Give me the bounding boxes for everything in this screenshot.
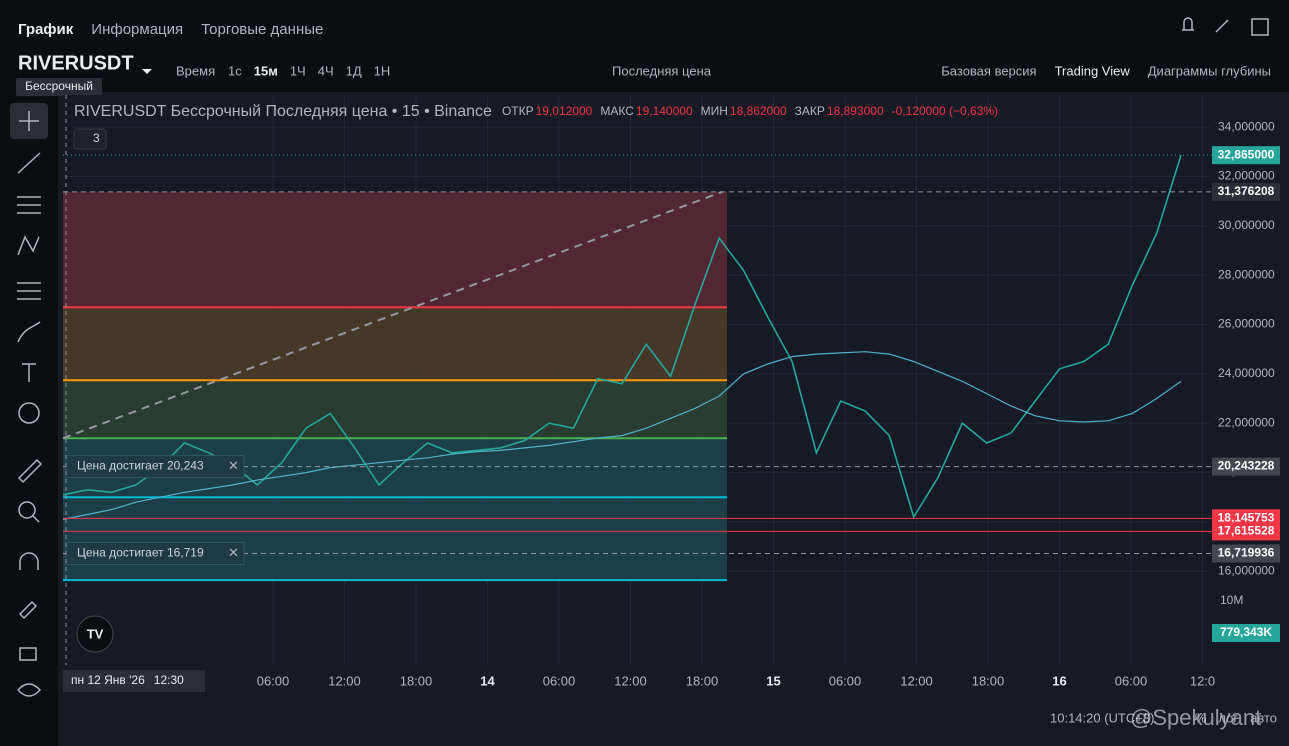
alert-close[interactable]: ✕ <box>228 545 239 560</box>
interval[interactable]: 1Н <box>374 63 391 78</box>
ohlc-value: 18,862000 <box>730 104 787 118</box>
ohlc-name: ОТКР <box>502 104 534 118</box>
tool-icons <box>17 111 43 697</box>
interval[interactable]: 15м <box>254 63 278 78</box>
crosshair-date: пн 12 Янв '26 <box>71 673 145 687</box>
price-type[interactable]: Последняя цена <box>612 63 712 78</box>
y-tick-label: 24,000000 <box>1218 366 1275 380</box>
zone <box>63 307 727 381</box>
interval[interactable]: 1Ч <box>290 63 306 78</box>
x-tick-label: 12:00 <box>614 673 647 688</box>
ohlc-value: 18,893000 <box>827 104 884 118</box>
y-tick-label: 26,000000 <box>1218 317 1275 331</box>
crosshair-date-box <box>63 670 205 692</box>
x-tick-label: 06:00 <box>1115 673 1148 688</box>
zone <box>63 380 727 439</box>
x-tick-label: 18:00 <box>972 673 1005 688</box>
scale-option[interactable]: % <box>1195 710 1207 725</box>
price-label: 16,719936 <box>1218 546 1275 560</box>
x-tick-label: 16 <box>1052 673 1066 688</box>
view-tab[interactable]: Trading View <box>1055 63 1131 78</box>
view-tab[interactable]: Диаграммы глубины <box>1148 63 1271 78</box>
ohlc-name: ЗАКР <box>795 104 825 118</box>
watermark: @Spekulyant <box>1130 705 1261 730</box>
y-tick-label: 22,000000 <box>1218 415 1275 429</box>
tv-logo-text: TV <box>87 626 104 641</box>
symbol-tooltip: Бессрочный <box>25 79 93 93</box>
x-tick-label: 06:00 <box>257 673 290 688</box>
tab[interactable]: Торговые данные <box>201 21 323 38</box>
y-tick-label: 28,000000 <box>1218 267 1275 281</box>
interval[interactable]: 1Д <box>346 63 362 78</box>
window-icons <box>1182 17 1269 36</box>
change: -0,120000 (−0,63%) <box>892 104 998 118</box>
x-tick-label: 14 <box>480 673 495 688</box>
interval[interactable]: 1с <box>228 63 242 78</box>
volume-last: 779,343K <box>1220 625 1272 639</box>
alert-close[interactable]: ✕ <box>228 458 239 473</box>
chart-title: RIVERUSDT Бессрочный Последняя цена • 15… <box>74 103 492 120</box>
price-label: 18,145753 <box>1218 510 1275 524</box>
price-label-box <box>1212 182 1280 201</box>
price-label-box <box>1212 544 1280 563</box>
interval[interactable]: 4Ч <box>318 63 334 78</box>
x-tick-label: 12:0 <box>1190 673 1215 688</box>
x-tick-label: 06:00 <box>829 673 862 688</box>
ohlc-value: 19,140000 <box>636 104 693 118</box>
tab[interactable]: Информация <box>91 21 183 38</box>
alert-label: Цена достигает 20,243 <box>77 459 204 473</box>
price-label: 17,615528 <box>1218 524 1275 538</box>
x-tick-label: 18:00 <box>400 673 433 688</box>
price-line <box>62 154 1182 519</box>
zone <box>63 191 727 308</box>
top-bar <box>0 0 1289 92</box>
price-label: 32,865000 <box>1218 147 1275 161</box>
y-tick-label: 16,000000 <box>1218 563 1275 577</box>
volume-label-box <box>1212 624 1280 642</box>
price-label-box <box>1212 522 1280 541</box>
y-tick-label: 30,000000 <box>1218 218 1275 232</box>
trend-line <box>62 190 723 440</box>
y-tick-label: 34,000000 <box>1218 119 1275 133</box>
x-tick-label: 06:00 <box>543 673 576 688</box>
ohlc-value: 19,012000 <box>536 104 593 118</box>
indicator-toggle[interactable] <box>73 128 107 150</box>
tv-logo[interactable] <box>76 615 114 653</box>
x-tick-label: 18:00 <box>686 673 719 688</box>
clock: 10:14:20 (UTC+3) <box>1050 710 1154 725</box>
scale-option[interactable]: лог <box>1218 710 1238 725</box>
price-label: 31,376208 <box>1218 184 1275 198</box>
left-toolbar <box>0 92 58 746</box>
alert-label: Цена достигает 16,719 <box>77 546 204 560</box>
ohlc-name: МАКС <box>600 104 634 118</box>
tab[interactable]: График <box>18 21 74 38</box>
view-tab[interactable]: Базовая версия <box>941 63 1036 78</box>
price-label-box <box>1212 457 1280 476</box>
x-tick-label: 12:00 <box>328 673 361 688</box>
volume-tick: 10M <box>1220 593 1243 607</box>
y-tick-label: 32,000000 <box>1218 169 1275 183</box>
symbol[interactable]: RIVERUSDT <box>18 52 134 74</box>
x-tick-label: 12:00 <box>900 673 933 688</box>
x-tick-label: 15 <box>766 673 780 688</box>
indicator-count: 3 <box>93 131 100 145</box>
price-line <box>62 351 1182 520</box>
symbol-caret[interactable] <box>142 69 152 74</box>
crosshair-time: 12:30 <box>154 673 184 687</box>
ohlc-name: МИН <box>701 104 728 118</box>
tooltip <box>16 78 102 96</box>
time-label: Время <box>176 63 215 78</box>
price-label-box <box>1212 146 1280 165</box>
price-label: 20,243228 <box>1218 459 1275 473</box>
scale-option[interactable]: авто <box>1250 710 1277 725</box>
